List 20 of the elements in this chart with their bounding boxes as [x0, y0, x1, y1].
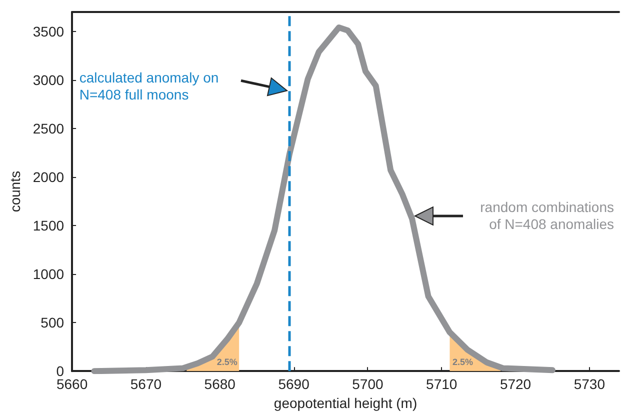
x-tick-label: 5700	[352, 376, 384, 392]
annotation: 2.5%	[452, 357, 473, 368]
y-tick-label: 3000	[32, 72, 64, 88]
y-tick-label: 500	[40, 314, 64, 331]
y-tick-label: 1500	[32, 218, 64, 234]
x-tick-label: 5730	[574, 376, 606, 392]
x-tick-label: 5680	[204, 376, 236, 392]
y-tick-label: 2000	[32, 168, 64, 185]
y-tick-label: 1000	[32, 266, 64, 282]
x-tick-label: 5710	[426, 376, 458, 392]
y-tick-label: 2500	[32, 120, 64, 136]
annotation: 2.5%	[216, 357, 238, 368]
annotation: calculated anomaly on N=408 full moons	[79, 70, 219, 102]
x-tick-label: 5690	[278, 376, 310, 392]
y-axis-title: counts	[7, 170, 23, 212]
x-axis-title: geopotential height (m)	[274, 395, 418, 411]
text: random combinations of N=408 anomalies	[480, 198, 614, 232]
y-tick-label: 3500	[32, 23, 64, 40]
x-tick-label: 5720	[500, 376, 532, 392]
x-tick-label: 5670	[130, 376, 162, 392]
